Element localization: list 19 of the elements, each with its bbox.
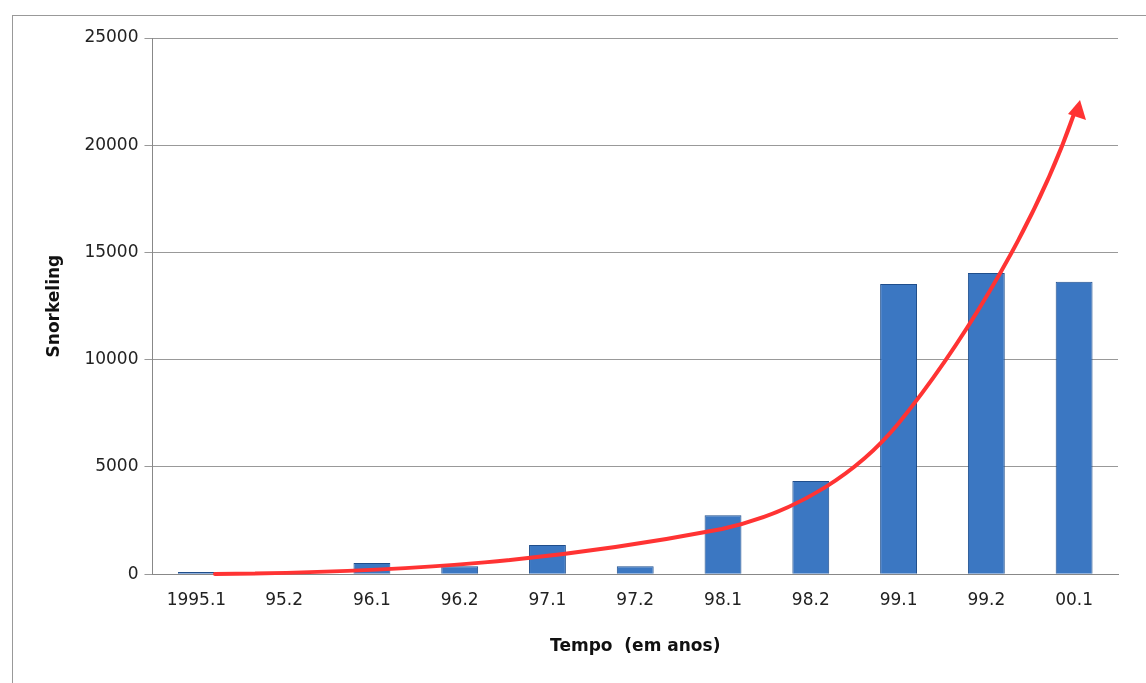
- y-axis-title: Snorkeling: [42, 254, 63, 358]
- y-tick-label: 15000: [84, 240, 139, 261]
- x-tick-label: 99.1: [879, 588, 918, 609]
- x-tick-label: 96.2: [440, 588, 479, 609]
- x-tick-label: 98.1: [704, 588, 742, 609]
- x-axis-title: Tempo (em anos): [550, 635, 721, 656]
- y-tick-label: 0: [127, 562, 139, 583]
- x-tick-label: 1995.1: [166, 588, 227, 609]
- x-tick-label: 99.2: [967, 588, 1006, 609]
- x-tick-label: 95.2: [265, 588, 304, 609]
- y-tick-label: 10000: [84, 348, 139, 369]
- x-tick-label: 96.1: [352, 588, 391, 609]
- x-tick-label: 98.2: [791, 588, 830, 609]
- y-tick-label: 25000: [84, 26, 139, 47]
- y-tick-label: 5000: [95, 455, 139, 476]
- x-tick-label: 97.2: [616, 588, 655, 609]
- x-tick-label: 00.1: [1055, 588, 1094, 609]
- y-tick-label: 20000: [84, 133, 139, 154]
- x-tick-label: 97.1: [528, 588, 567, 609]
